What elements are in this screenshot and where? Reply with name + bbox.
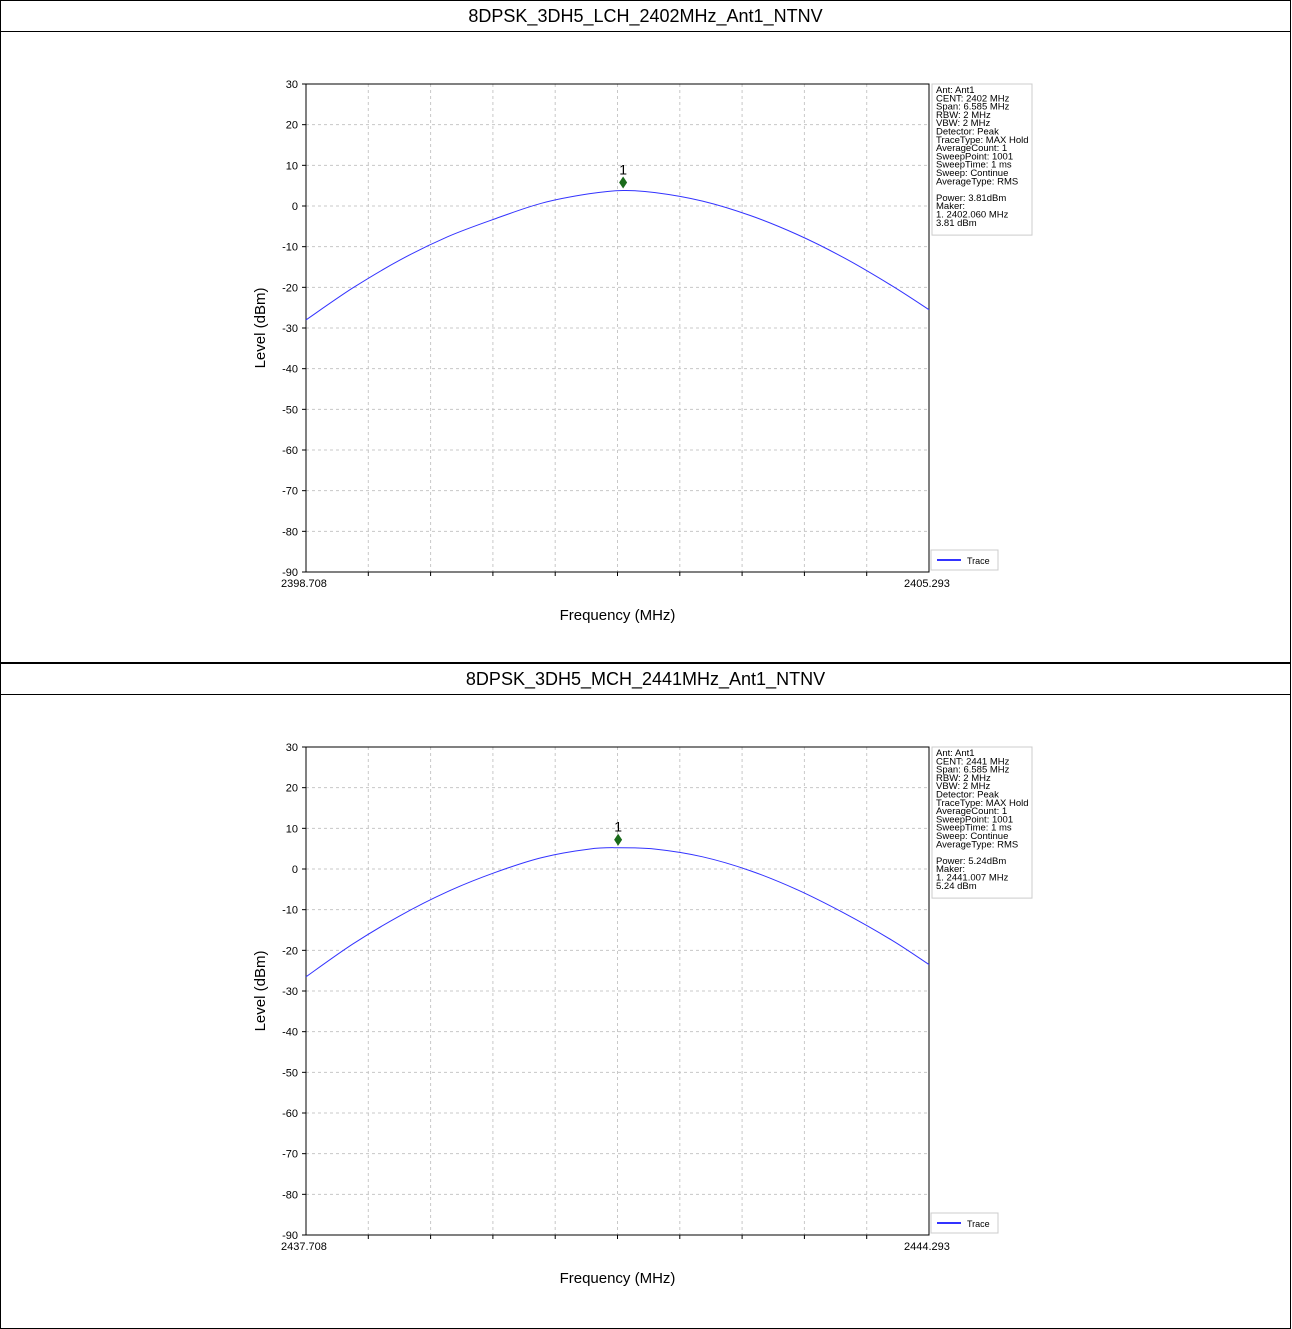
info-line: CENT: 2441 MHz xyxy=(936,756,1010,767)
legend-label: Trace xyxy=(967,556,990,566)
y-tick-label: -90 xyxy=(282,1230,298,1242)
info-line: SweepPoint: 1001 xyxy=(936,151,1013,162)
y-tick-label: -80 xyxy=(282,1189,298,1201)
plot-frame xyxy=(305,83,930,573)
info-line: CENT: 2402 MHz xyxy=(936,93,1010,104)
info-line: 1. 2441.007 MHz xyxy=(936,873,1009,884)
y-tick-label: 30 xyxy=(286,79,298,91)
info-line: AverageType: RMS xyxy=(936,839,1018,850)
x-axis-label: Frequency (MHz) xyxy=(560,1270,676,1287)
info-line: VBW: 2 MHz xyxy=(936,118,990,129)
y-tick-label: -30 xyxy=(282,986,298,998)
chart-2-svg: 30 20 10 0 -10 -20 -30 -40 -50 -60 -70 -80 -902437.7… xyxy=(252,742,1033,1287)
chart-2-cell: 30 20 10 0 -10 -20 -30 -40 -50 -60 -70 -80 -90 2437.7… xyxy=(0,695,1291,1329)
info-line: TraceType: MAX Hold xyxy=(936,798,1029,809)
info-line: Detector: Peak xyxy=(936,127,999,138)
y-tick-label: 0 xyxy=(292,201,298,213)
legend-label: Trace xyxy=(967,1219,990,1229)
series-trace-line xyxy=(305,189,930,321)
info-line: Maker: xyxy=(936,201,965,212)
peak-marker xyxy=(619,176,628,189)
info-line: AverageCount: 1 xyxy=(936,806,1007,817)
info-line: Ant: Ant1 xyxy=(936,748,975,759)
y-tick-label: -90 xyxy=(282,567,298,579)
y-tick-label: -20 xyxy=(282,945,298,957)
x-tick-label: 2398.708 xyxy=(281,578,327,590)
info-line: SweepTime: 1 ms xyxy=(936,160,1012,171)
x-tick-label: 2405.293 xyxy=(904,578,950,590)
info-line: Sweep: Continue xyxy=(936,831,1008,842)
info-line: Span: 6.585 MHz xyxy=(936,765,1010,776)
y-tick-label: -70 xyxy=(282,486,298,498)
y-tick-label: -50 xyxy=(282,404,298,416)
info-line: Detector: Peak xyxy=(936,790,999,801)
legend-box xyxy=(930,549,999,571)
info-line: 3.81 dBm xyxy=(936,218,977,229)
y-tick-label: -80 xyxy=(282,526,298,538)
y-tick-label: -50 xyxy=(282,1067,298,1079)
y-tick-label: 0 xyxy=(292,864,298,876)
info-line: AverageCount: 1 xyxy=(936,143,1007,154)
info-line: Sweep: Continue xyxy=(936,168,1008,179)
y-tick-label: 30 xyxy=(286,742,298,754)
info-line: AverageType: RMS xyxy=(936,176,1018,187)
y-tick-label: 20 xyxy=(286,783,298,795)
y-tick-label: -30 xyxy=(282,323,298,335)
info-panel xyxy=(931,746,1033,899)
x-tick-label: 2444.293 xyxy=(904,1241,950,1253)
info-line: 5.24 dBm xyxy=(936,881,977,892)
y-axis-label: Level (dBm) xyxy=(252,951,269,1032)
info-line: TraceType: MAX Hold xyxy=(936,135,1029,146)
marker-label: 1 xyxy=(614,819,622,835)
info-line: Ant: Ant1 xyxy=(936,85,975,96)
info-line: 1. 2402.060 MHz xyxy=(936,210,1009,221)
plot-frame xyxy=(305,746,930,1236)
y-tick-label: -10 xyxy=(282,905,298,917)
y-tick-label: -70 xyxy=(282,1149,298,1161)
info-line: VBW: 2 MHz xyxy=(936,781,990,792)
info-line: RBW: 2 MHz xyxy=(936,110,991,121)
info-panel xyxy=(931,83,1033,236)
series-trace-line xyxy=(305,847,930,978)
y-tick-label: -10 xyxy=(282,242,298,254)
info-line: Span: 6.585 MHz xyxy=(936,102,1010,113)
info-line: SweepPoint: 1001 xyxy=(936,814,1013,825)
legend-box xyxy=(930,1212,999,1234)
x-tick-label: 2437.708 xyxy=(281,1241,327,1253)
info-line: SweepTime: 1 ms xyxy=(936,823,1012,834)
chart-1-cell: 30 20 10 0 -10 -20 -30 -40 -50 -60 -70 -80 -90 2398.7… xyxy=(0,32,1291,663)
marker-label: 1 xyxy=(619,162,627,178)
y-tick-label: 20 xyxy=(286,120,298,132)
y-tick-label: 10 xyxy=(286,823,298,835)
y-tick-label: -60 xyxy=(282,1108,298,1120)
chart-1-title: 8DPSK_3DH5_LCH_2402MHz_Ant1_NTNV xyxy=(0,0,1291,32)
y-axis-label: Level (dBm) xyxy=(252,288,269,369)
info-line: Power: 3.81dBm xyxy=(936,193,1006,204)
y-tick-label: -20 xyxy=(282,282,298,294)
info-line: RBW: 2 MHz xyxy=(936,773,991,784)
chart-2-title: 8DPSK_3DH5_MCH_2441MHz_Ant1_NTNV xyxy=(0,663,1291,695)
x-axis-label: Frequency (MHz) xyxy=(560,607,676,624)
chart-1-svg: 30 20 10 0 -10 -20 -30 -40 -50 -60 -70 -80 -902398.7… xyxy=(252,79,1033,624)
info-line: Maker: xyxy=(936,864,965,875)
y-tick-label: 10 xyxy=(286,160,298,172)
peak-marker xyxy=(614,833,623,846)
y-tick-label: -60 xyxy=(282,445,298,457)
info-line: Power: 5.24dBm xyxy=(936,856,1006,867)
y-tick-label: -40 xyxy=(282,364,298,376)
y-tick-label: -40 xyxy=(282,1027,298,1039)
